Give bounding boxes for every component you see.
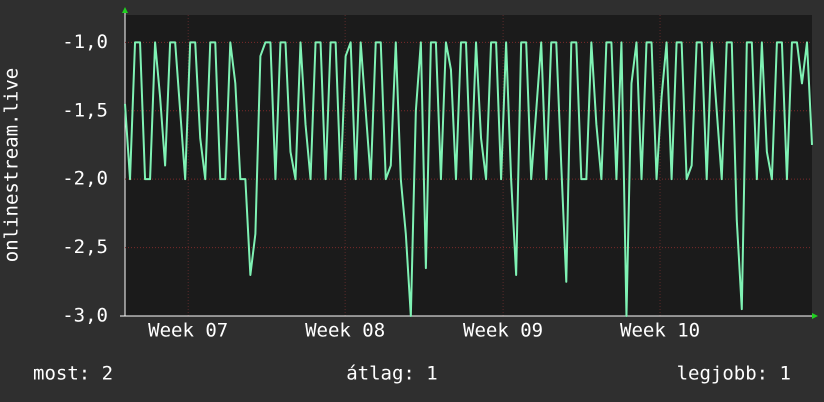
y-axis-label: onlinestream.live — [1, 68, 23, 262]
footer-best: legjobb: 1 — [677, 363, 791, 385]
y-tick-label: -2,5 — [62, 236, 108, 258]
y-tick-label: -1,0 — [62, 31, 108, 53]
y-tick-label: -2,0 — [62, 168, 108, 190]
x-axis-arrow — [812, 313, 818, 319]
y-axis-arrow — [122, 7, 128, 13]
y-tick-label: -1,5 — [62, 99, 108, 121]
x-tick-label: Week 10 — [620, 320, 700, 342]
footer-average: átlag: 1 — [346, 363, 438, 385]
x-tick-label: Week 08 — [305, 320, 385, 342]
x-tick-label: Week 09 — [463, 320, 543, 342]
x-tick-label: Week 07 — [148, 320, 228, 342]
y-tick-label: -3,0 — [62, 305, 108, 327]
data-line — [124, 41, 813, 317]
plot-area — [125, 15, 812, 316]
footer-current: most: 2 — [33, 363, 113, 385]
